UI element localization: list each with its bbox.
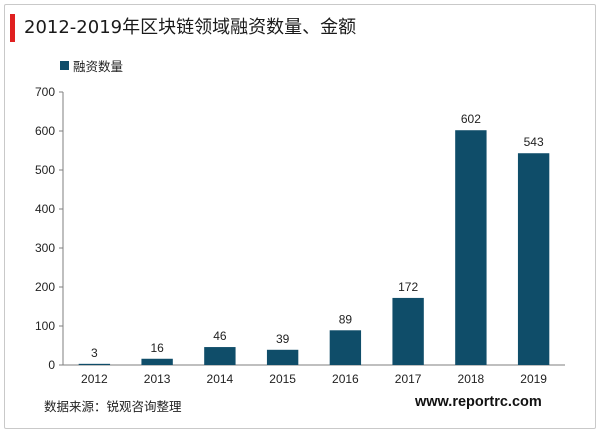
data-label: 543	[524, 135, 544, 149]
legend-swatch	[60, 61, 69, 70]
x-tick-label: 2014	[207, 372, 234, 386]
legend: 融资数量	[60, 56, 123, 75]
x-tick-label: 2018	[458, 372, 485, 386]
legend-label: 融资数量	[73, 59, 124, 74]
title-accent-bar	[10, 14, 15, 42]
bar	[392, 297, 424, 365]
website-watermark: www.reportrc.com	[415, 394, 542, 410]
y-tick-label: 0	[48, 358, 55, 372]
bar	[517, 153, 550, 365]
bar	[455, 130, 487, 365]
y-tick-label: 700	[35, 85, 55, 99]
x-tick-label: 2017	[395, 372, 422, 386]
x-tick-label: 2013	[144, 372, 171, 386]
y-tick-label: 200	[35, 280, 55, 294]
x-tick-label: 2016	[332, 372, 359, 386]
data-label: 3	[91, 346, 98, 360]
y-tick-label: 600	[35, 124, 55, 138]
y-tick-label: 500	[35, 163, 55, 177]
bar	[329, 330, 362, 365]
data-label: 46	[213, 329, 227, 343]
x-tick-label: 2015	[269, 372, 296, 386]
data-label: 89	[339, 312, 353, 326]
bar	[204, 347, 236, 365]
data-label: 16	[150, 341, 164, 355]
y-tick-label: 300	[35, 241, 55, 255]
data-label: 39	[276, 332, 290, 346]
data-label: 172	[398, 280, 418, 294]
chart-title: 2012-2019年区块链领域融资数量、金额	[24, 17, 357, 38]
x-tick-label: 2012	[81, 372, 108, 386]
chart-frame	[4, 4, 596, 429]
y-tick-label: 400	[35, 202, 55, 216]
x-tick-label: 2019	[520, 372, 547, 386]
bar	[141, 358, 173, 365]
bar	[266, 349, 299, 365]
bar	[78, 363, 111, 365]
data-label: 602	[461, 112, 481, 126]
y-tick-label: 100	[35, 319, 55, 333]
source-note: 数据来源：锐观咨询整理	[44, 399, 182, 414]
